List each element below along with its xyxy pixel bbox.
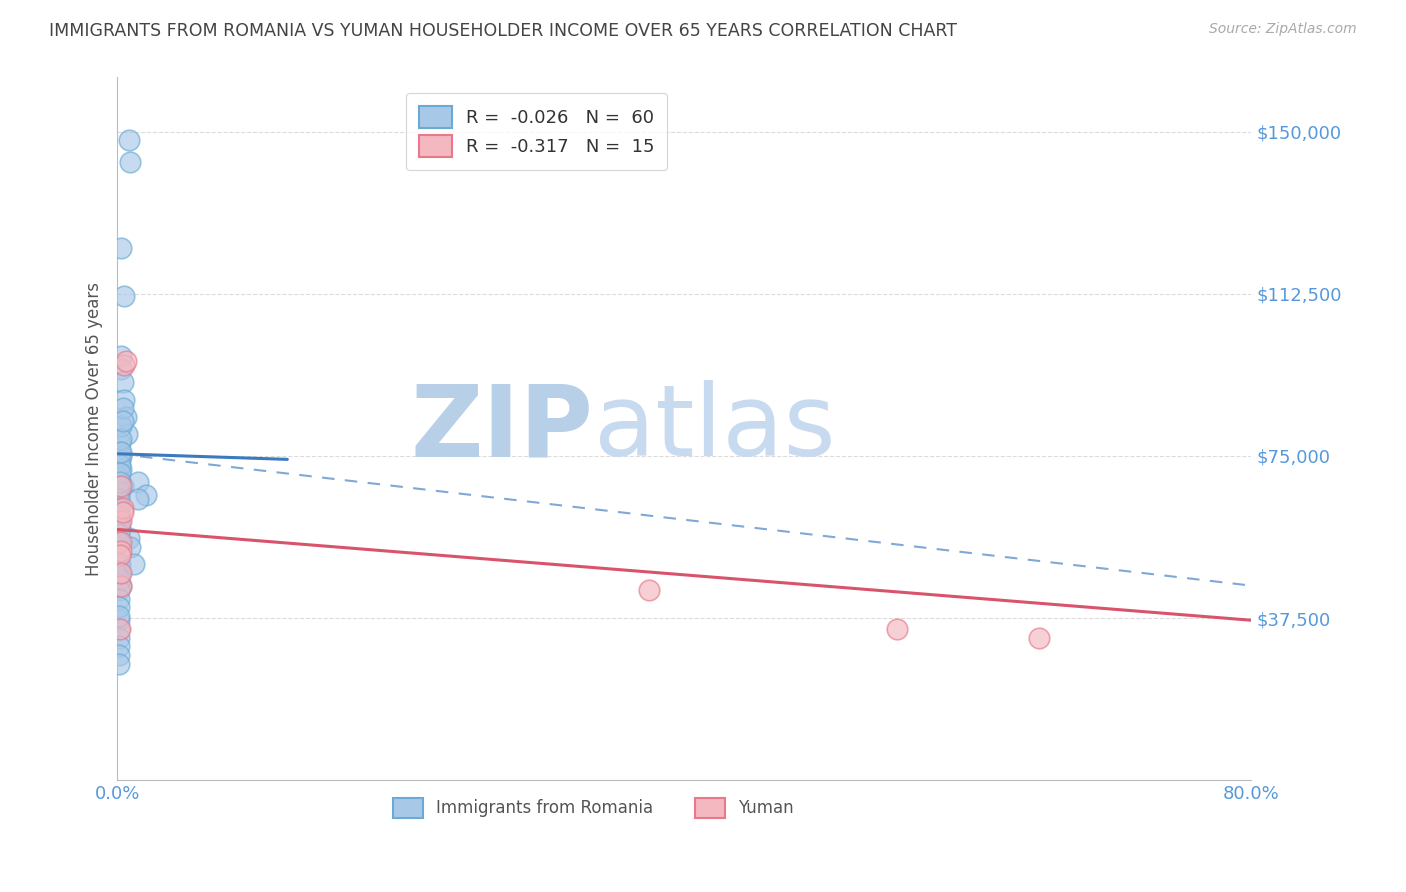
Text: IMMIGRANTS FROM ROMANIA VS YUMAN HOUSEHOLDER INCOME OVER 65 YEARS CORRELATION CH: IMMIGRANTS FROM ROMANIA VS YUMAN HOUSEHO… <box>49 22 957 40</box>
Point <box>117 531 139 545</box>
Point <box>111 401 134 416</box>
Point <box>111 479 134 493</box>
Legend: Immigrants from Romania, Yuman: Immigrants from Romania, Yuman <box>387 791 801 825</box>
Point <box>107 479 129 493</box>
Point <box>107 509 129 524</box>
Point <box>108 458 131 472</box>
Point <box>886 622 908 636</box>
Point <box>107 631 129 645</box>
Point <box>108 523 131 537</box>
Point <box>107 639 129 653</box>
Point <box>118 540 141 554</box>
Point <box>107 526 129 541</box>
Point <box>110 514 132 528</box>
Point <box>111 414 134 428</box>
Point <box>110 449 132 463</box>
Point <box>110 350 132 364</box>
Point <box>108 436 131 450</box>
Point <box>108 514 131 528</box>
Point <box>108 466 131 480</box>
Point <box>110 566 132 580</box>
Point <box>637 582 659 597</box>
Point <box>112 392 135 407</box>
Text: atlas: atlas <box>593 380 835 477</box>
Text: ZIP: ZIP <box>411 380 593 477</box>
Point <box>108 622 131 636</box>
Point <box>110 579 132 593</box>
Point <box>108 549 131 563</box>
Point <box>110 579 132 593</box>
Point <box>107 582 129 597</box>
Point <box>108 566 131 580</box>
Point <box>107 648 129 662</box>
Point <box>110 418 132 433</box>
Point <box>107 488 129 502</box>
Point <box>107 574 129 589</box>
Point <box>112 358 135 372</box>
Point <box>115 427 138 442</box>
Point <box>107 470 129 484</box>
Point <box>107 535 129 549</box>
Point <box>107 500 129 515</box>
Point <box>1028 631 1050 645</box>
Point <box>107 518 129 533</box>
Point <box>110 432 132 446</box>
Point <box>110 462 132 476</box>
Point <box>107 613 129 627</box>
Point <box>110 444 132 458</box>
Point <box>110 362 132 376</box>
Point <box>111 500 134 515</box>
Point <box>107 492 129 507</box>
Point <box>114 409 136 424</box>
Point <box>108 475 131 489</box>
Y-axis label: Householder Income Over 65 years: Householder Income Over 65 years <box>86 282 103 576</box>
Point <box>107 591 129 606</box>
Point <box>108 453 131 467</box>
Point <box>118 154 141 169</box>
Point <box>107 566 129 580</box>
Point <box>107 483 129 498</box>
Point <box>107 600 129 615</box>
Point <box>107 496 129 510</box>
Point <box>114 353 136 368</box>
Point <box>110 535 132 549</box>
Point <box>112 289 135 303</box>
Point <box>111 376 134 390</box>
Point <box>117 133 139 147</box>
Point <box>110 241 132 255</box>
Text: Source: ZipAtlas.com: Source: ZipAtlas.com <box>1209 22 1357 37</box>
Point <box>127 492 149 507</box>
Point <box>108 557 131 571</box>
Point <box>111 505 134 519</box>
Point <box>107 622 129 636</box>
Point <box>107 609 129 624</box>
Point <box>110 479 132 493</box>
Point <box>135 488 157 502</box>
Point <box>110 544 132 558</box>
Point <box>107 557 129 571</box>
Point <box>127 475 149 489</box>
Point <box>107 657 129 671</box>
Point <box>122 557 145 571</box>
Point <box>107 505 129 519</box>
Point <box>108 444 131 458</box>
